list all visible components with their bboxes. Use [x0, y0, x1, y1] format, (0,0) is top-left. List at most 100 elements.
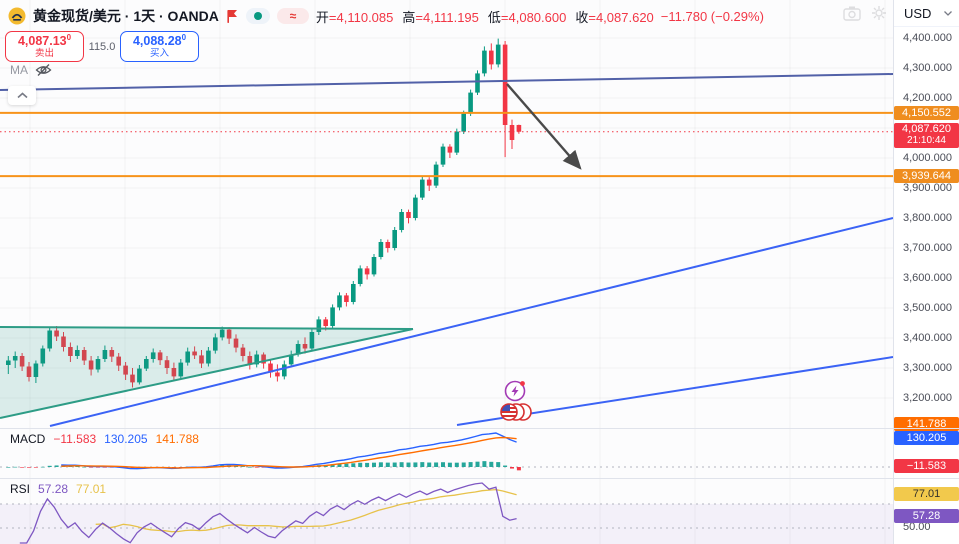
ohlc-item: 低=4,080.600 — [487, 9, 567, 25]
candle — [150, 348, 156, 363]
last-price-badge: 4,087.620 21:10:44 — [894, 122, 959, 148]
candle — [275, 364, 280, 382]
rsi-axis-badge: 57.28 — [894, 509, 959, 523]
symbol-logo-icon — [8, 7, 26, 25]
chart-header: 黄金现货/美元 · 1天 · OANDA ≈ 开=4,110.085 高=4,11… — [8, 5, 764, 27]
candle — [157, 350, 163, 365]
currency-dropdown[interactable]: USD — [894, 0, 959, 27]
candle — [47, 327, 52, 352]
candle — [33, 360, 39, 383]
macd-hist-value: −11.583 — [53, 432, 97, 446]
candle — [309, 329, 315, 351]
candle — [364, 266, 370, 280]
camera-icon[interactable] — [843, 5, 861, 21]
price-axis-label: 4,400.000 — [903, 32, 952, 44]
economic-event-icon[interactable] — [504, 380, 526, 402]
candle — [440, 143, 446, 167]
candle — [199, 350, 204, 368]
price-axis-label: 3,500.000 — [903, 302, 952, 314]
rsi-pane-separator[interactable] — [0, 478, 959, 479]
macd-pane-separator[interactable] — [0, 428, 959, 429]
candle — [102, 345, 108, 362]
rsi-title[interactable]: RSI — [10, 482, 31, 496]
candle — [144, 356, 149, 371]
price-level-badge: 4,150.552 — [894, 105, 959, 120]
candle — [357, 265, 363, 287]
annotation-layer — [500, 83, 582, 421]
candle — [489, 43, 494, 70]
ma-indicator-label[interactable]: MA — [10, 63, 28, 77]
rsi-ma-value: 77.01 — [76, 482, 107, 496]
candle — [447, 144, 453, 158]
price-level-badge: 3,939.644 — [894, 169, 959, 184]
candle — [178, 359, 184, 380]
candle — [482, 46, 487, 77]
eye-off-icon[interactable] — [35, 63, 52, 77]
price-axis-label: 3,600.000 — [903, 272, 952, 284]
price-axis-label: 3,400.000 — [903, 332, 952, 344]
trade-panel: 4,087.130 卖出 115.0 4,088.280 买入 — [5, 31, 199, 62]
candle — [12, 351, 18, 368]
candle — [406, 209, 411, 224]
candle — [213, 333, 218, 354]
rsi-axis-badge: 77.01 — [894, 487, 959, 501]
candle — [226, 327, 232, 344]
price-axis[interactable]: USD 4,400.0004,300.0004,200.0004,100.000… — [893, 0, 959, 544]
us-events-cluster-icon[interactable] — [500, 403, 532, 421]
symbol-title[interactable]: 黄金现货/美元 · 1天 · OANDA — [33, 8, 219, 24]
candle — [344, 293, 349, 307]
resistance-trendline[interactable] — [0, 73, 894, 91]
macd-axis-badge: 141.788 — [894, 417, 959, 431]
candle — [26, 362, 32, 382]
spread-value: 115.0 — [88, 40, 116, 53]
currency-label: USD — [904, 5, 932, 21]
rsi-ma-line — [95, 488, 517, 533]
macd-signal-value: 141.788 — [155, 432, 199, 446]
candle — [206, 347, 211, 367]
flag-icon[interactable] — [226, 9, 239, 24]
candle — [137, 365, 142, 385]
ascending-channel-trendline[interactable] — [49, 217, 894, 427]
candle — [330, 304, 335, 329]
candle — [302, 337, 308, 354]
candle — [185, 347, 190, 366]
ohlc-readout: 开=4,110.085 高=4,111.195 低=4,080.600 收=4,087… — [316, 7, 654, 26]
macd-axis-badge: 130.205 — [894, 431, 959, 445]
candle — [116, 353, 121, 371]
candle — [54, 326, 59, 341]
buy-price: 4,088.28 — [132, 34, 182, 49]
candle — [288, 350, 294, 368]
candle — [192, 346, 197, 359]
candle — [378, 239, 384, 260]
candle — [351, 281, 356, 305]
down-arrow-drawing[interactable] — [506, 83, 582, 170]
candle — [399, 209, 404, 233]
sell-price: 4,087.13 — [17, 34, 67, 49]
buy-button[interactable]: 4,088.280 买入 — [120, 31, 199, 62]
collapse-pane-button[interactable] — [8, 86, 36, 105]
delayed-data-icon[interactable]: ≈ — [276, 8, 309, 24]
candle — [282, 360, 287, 380]
candle — [81, 347, 87, 365]
candle — [19, 353, 25, 371]
sell-button[interactable]: 4,087.130 卖出 — [5, 31, 84, 62]
candle — [247, 351, 253, 370]
candle — [454, 128, 460, 155]
market-open-status-icon[interactable] — [245, 8, 270, 24]
candle — [316, 316, 322, 335]
candle — [88, 356, 94, 376]
candle — [268, 359, 273, 378]
price-axis-label: 3,300.000 — [903, 362, 952, 374]
gear-icon[interactable] — [871, 5, 887, 21]
candle — [502, 41, 508, 158]
chevron-up-icon — [16, 92, 28, 99]
macd-title[interactable]: MACD — [10, 432, 46, 446]
triangle-pattern-drawing[interactable] — [0, 326, 414, 419]
candle — [475, 70, 480, 95]
price-axis-label: 3,900.000 — [903, 182, 952, 194]
candle — [123, 362, 128, 380]
price-axis-label: 4,200.000 — [903, 92, 952, 104]
candle — [233, 334, 239, 353]
